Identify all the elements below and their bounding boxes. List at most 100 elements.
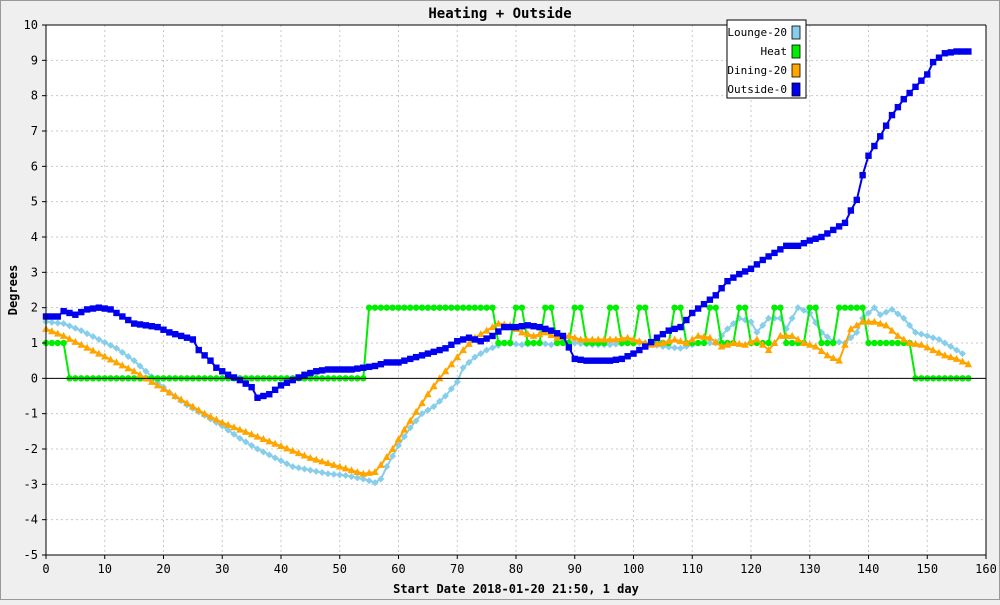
diamond-marker	[71, 324, 79, 332]
diamond-marker	[254, 445, 261, 453]
square-marker	[459, 336, 467, 343]
square-marker	[689, 309, 696, 317]
square-marker	[318, 367, 326, 374]
diamond-marker	[747, 318, 755, 326]
circle-marker	[559, 339, 567, 347]
triangle-marker	[406, 416, 415, 424]
triangle-marker	[283, 444, 291, 452]
square-marker	[865, 152, 872, 159]
triangle-marker	[230, 423, 238, 431]
diamond-marker	[518, 341, 526, 349]
x-tick-label: 70	[450, 562, 464, 576]
square-marker	[289, 376, 296, 384]
triangle-marker	[118, 361, 127, 369]
diamond-marker	[336, 471, 344, 479]
square-marker	[436, 346, 443, 354]
square-marker	[694, 305, 702, 312]
diamond-marker	[265, 451, 273, 459]
square-marker	[89, 305, 97, 312]
diamond-marker	[947, 343, 955, 351]
square-marker	[324, 366, 332, 373]
triangle-marker	[371, 467, 379, 475]
diamond-marker	[477, 350, 485, 358]
triangle-marker	[236, 425, 244, 433]
triangle-marker	[800, 339, 808, 346]
x-tick-label: 150	[916, 562, 938, 576]
diamond-marker	[923, 332, 931, 340]
triangle-marker	[852, 321, 861, 329]
diamond-marker	[306, 466, 314, 474]
square-marker	[125, 316, 132, 324]
square-marker	[518, 323, 526, 330]
circle-marker	[548, 304, 555, 311]
circle-marker	[624, 339, 631, 347]
triangle-marker	[100, 352, 109, 360]
square-marker	[66, 309, 73, 317]
triangle-marker	[606, 335, 614, 343]
square-marker	[747, 265, 755, 272]
square-marker	[365, 363, 373, 371]
circle-marker	[835, 304, 843, 311]
square-marker	[501, 323, 508, 331]
legend-swatch	[791, 82, 801, 97]
circle-marker	[477, 304, 484, 311]
square-marker	[800, 239, 808, 247]
circle-marker	[571, 304, 578, 311]
square-marker	[812, 235, 819, 242]
square-marker	[248, 383, 255, 391]
square-marker	[542, 325, 549, 333]
diamond-marker	[894, 310, 902, 318]
triangle-marker	[700, 332, 708, 340]
triangle-marker	[147, 377, 156, 385]
square-marker	[54, 313, 61, 320]
circle-marker	[377, 304, 385, 311]
y-tick-label: -2	[24, 442, 38, 456]
diamond-marker	[917, 330, 925, 338]
square-marker	[636, 346, 643, 354]
circle-marker	[771, 304, 778, 311]
square-marker	[806, 237, 813, 244]
diamond-marker	[912, 328, 919, 336]
y-tick-label: 3	[31, 265, 38, 279]
diamond-marker	[259, 448, 267, 456]
triangle-marker	[958, 357, 967, 365]
square-marker	[148, 323, 155, 330]
triangle-marker	[153, 381, 162, 389]
triangle-marker	[294, 449, 303, 457]
triangle-marker	[465, 339, 473, 347]
y-axis-label: Degrees	[6, 265, 20, 316]
diamond-marker	[959, 350, 966, 358]
x-tick-label: 30	[215, 562, 229, 576]
square-marker	[912, 83, 919, 91]
circle-marker	[371, 304, 379, 311]
square-marker	[142, 322, 150, 329]
square-marker	[642, 343, 649, 350]
square-marker	[730, 274, 737, 281]
square-marker	[277, 382, 285, 389]
triangle-marker	[241, 427, 250, 435]
triangle-marker	[617, 334, 626, 342]
triangle-marker	[582, 335, 591, 343]
triangle-marker	[95, 349, 103, 357]
square-marker	[524, 322, 531, 329]
square-marker	[700, 300, 708, 308]
square-marker	[430, 348, 437, 356]
square-marker	[559, 332, 567, 340]
diamond-marker	[124, 353, 132, 361]
diamond-marker	[412, 417, 420, 425]
square-marker	[877, 133, 884, 140]
circle-marker	[389, 304, 396, 311]
diamond-marker	[706, 339, 714, 347]
y-tick-label: 6	[31, 159, 38, 173]
square-marker	[83, 306, 91, 313]
triangle-marker	[770, 339, 779, 346]
circle-marker	[54, 339, 61, 347]
circle-marker	[765, 339, 772, 347]
circle-marker	[818, 339, 825, 347]
square-marker	[853, 196, 860, 204]
triangle-marker	[377, 460, 385, 468]
diamond-marker	[383, 463, 391, 471]
square-marker	[260, 392, 267, 400]
triangle-marker	[935, 348, 943, 356]
y-tick-label: -5	[24, 548, 38, 562]
